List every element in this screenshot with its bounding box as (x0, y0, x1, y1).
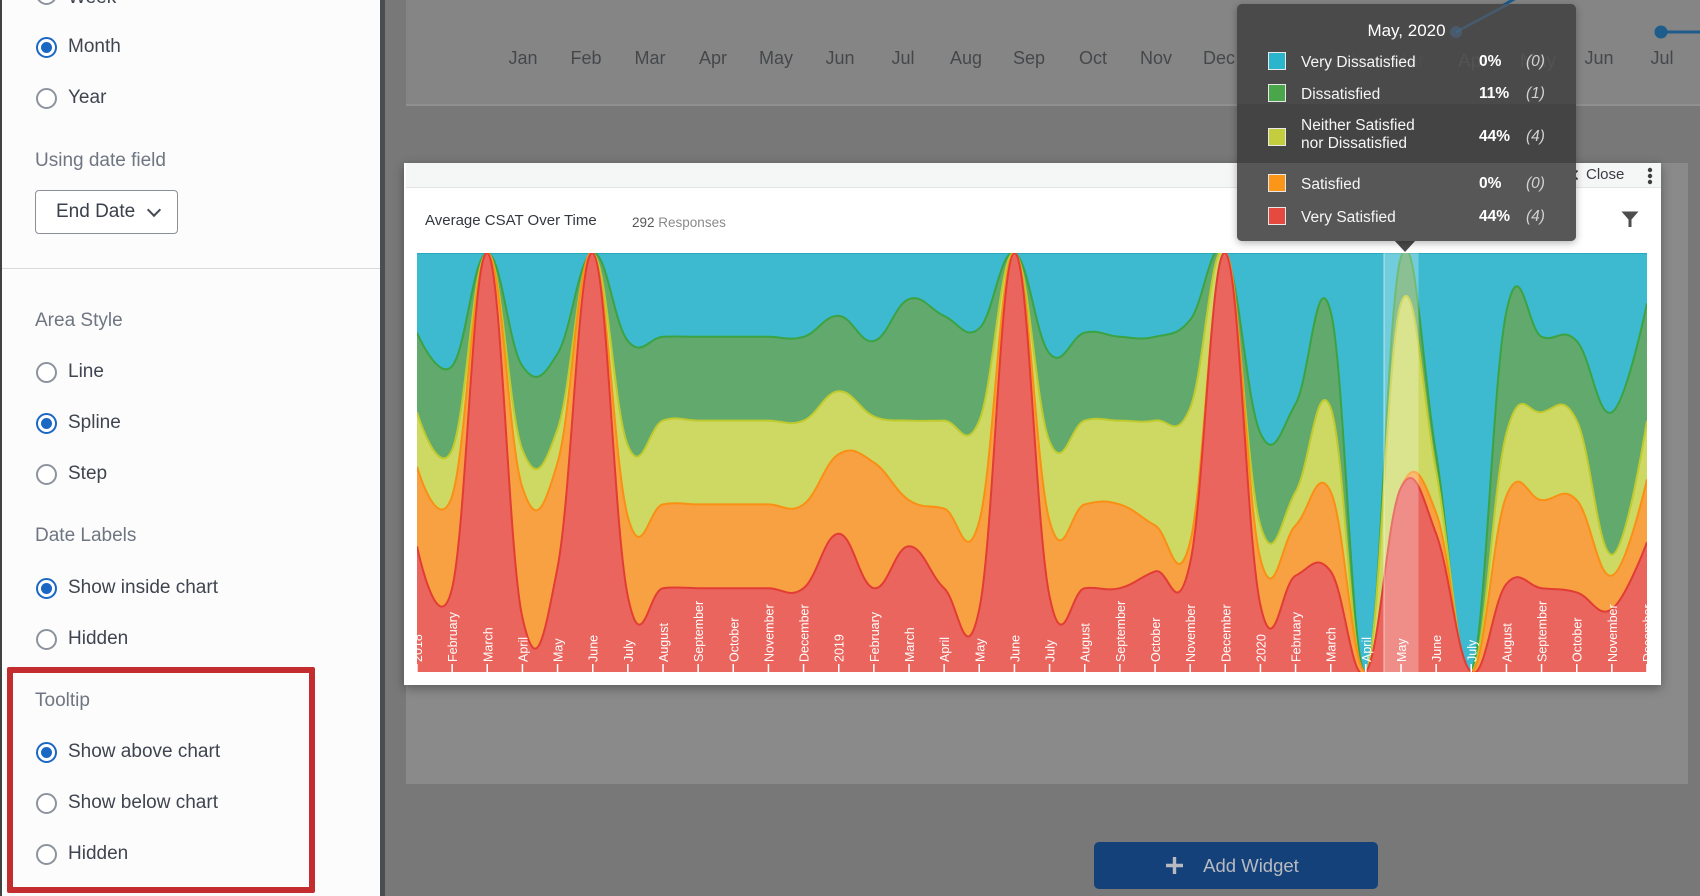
svg-text:September: September (692, 601, 706, 662)
svg-text:April: April (1360, 637, 1374, 662)
svg-text:October: October (727, 618, 741, 662)
svg-text:August: August (1500, 623, 1514, 662)
svg-text:December: December (798, 604, 812, 662)
svg-text:May: May (973, 638, 987, 662)
svg-text:June: June (587, 635, 601, 662)
svg-text:December: December (1219, 604, 1233, 662)
svg-text:October: October (1149, 618, 1163, 662)
svg-text:June: June (1008, 635, 1022, 662)
svg-text:May: May (552, 638, 566, 662)
svg-text:November: November (762, 604, 776, 662)
svg-text:November: November (1606, 604, 1620, 662)
svg-text:May: May (1395, 638, 1409, 662)
svg-text:2018: 2018 (417, 634, 425, 662)
svg-text:March: March (1325, 627, 1339, 662)
svg-text:August: August (1079, 623, 1093, 662)
svg-text:August: August (657, 623, 671, 662)
svg-text:April: April (938, 637, 952, 662)
svg-text:July: July (1465, 639, 1479, 662)
svg-text:2019: 2019 (833, 634, 847, 662)
svg-text:July: July (1044, 639, 1058, 662)
svg-text:April: April (516, 637, 530, 662)
svg-text:September: September (1114, 601, 1128, 662)
svg-text:September: September (1536, 601, 1550, 662)
svg-text:November: November (1184, 604, 1198, 662)
svg-text:March: March (481, 627, 495, 662)
svg-text:July: July (622, 639, 636, 662)
svg-text:October: October (1571, 618, 1585, 662)
svg-text:February: February (446, 611, 460, 662)
svg-text:March: March (903, 627, 917, 662)
svg-text:February: February (1290, 611, 1304, 662)
svg-text:June: June (1430, 635, 1444, 662)
svg-text:December: December (1641, 604, 1647, 662)
svg-text:2020: 2020 (1254, 634, 1268, 662)
svg-text:February: February (868, 611, 882, 662)
